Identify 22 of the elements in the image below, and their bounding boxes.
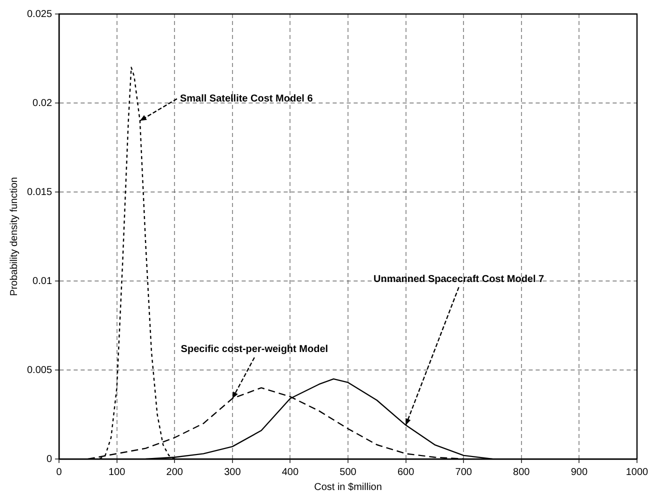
y-tick-label: 0.02 [32,98,52,109]
y-tick-label: 0.025 [26,8,52,20]
x-tick-label: 100 [108,466,126,478]
x-tick-label: 700 [455,466,472,478]
y-tick-label: 0.01 [32,276,52,287]
annotation: Unmanned Spacecraft Cost Model 7 [374,274,545,285]
x-tick-label: 200 [166,466,184,478]
x-tick-label: 900 [570,466,588,478]
x-axis-title: Cost in $million [314,482,382,493]
y-tick-label: 0.005 [26,364,52,376]
y-axis-title: Probability density function [8,177,20,296]
y-tick-label: 0.015 [26,186,52,198]
x-tick-label: 0 [56,466,62,478]
annotation: Specific cost-per-weight Model [180,344,328,356]
x-tick-label: 400 [282,466,299,478]
x-tick-label: 1000 [626,466,649,478]
x-tick-label: 300 [224,466,242,478]
x-tick-label: 500 [340,466,357,478]
x-tick-label: 600 [397,466,415,478]
x-tick-label: 800 [513,466,530,478]
annotation: Small Satellite Cost Model 6 [180,94,314,105]
y-tick-label: 0 [46,454,52,465]
